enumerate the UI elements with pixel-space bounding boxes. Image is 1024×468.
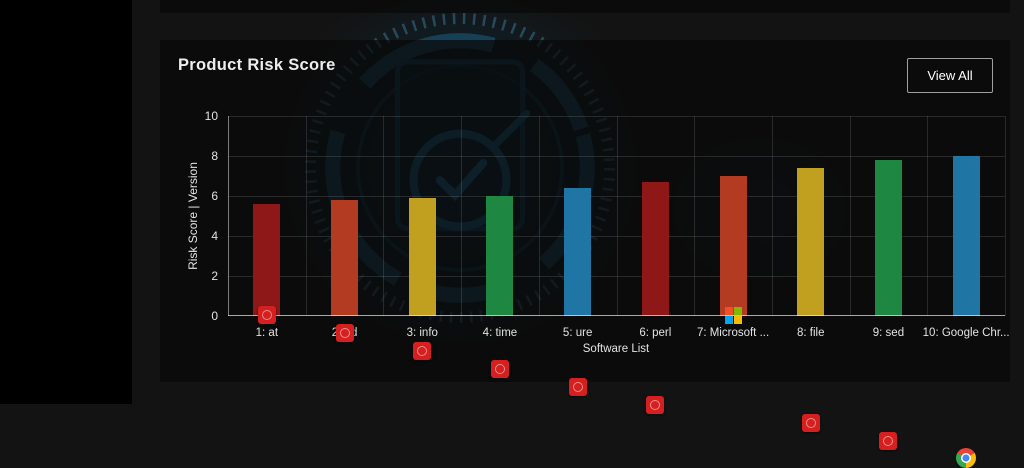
x-gridline [539,116,540,316]
risk-score-chart: Risk Score | Version Software List 0 2 4 6 8… [160,40,1010,468]
x-gridline [617,116,618,316]
x-gridline [1005,116,1006,316]
risk-bar[interactable] [874,160,902,316]
y-axis-line [228,116,229,316]
plot-area [228,116,1006,316]
risk-bar[interactable] [331,200,359,316]
x-gridline [694,116,695,316]
generic-software-icon [257,306,276,324]
y-gridline [228,156,1005,157]
x-gridline [772,116,773,316]
generic-software-icon [490,360,509,378]
x-tick-label: 1: at [255,327,279,339]
x-gridline [306,116,307,316]
x-axis-title: Software List [582,343,650,355]
generic-software-icon [801,414,820,432]
y-tick-label: 0 [211,309,218,323]
x-tick-label: 5: ure [562,327,593,339]
x-tick-label: 4: time [482,327,518,339]
generic-software-icon [879,432,898,450]
x-gridline [461,116,462,316]
y-gridline [228,196,1005,197]
y-tick-label: 8 [211,149,218,163]
risk-bar[interactable] [564,188,592,316]
y-tick-label: 6 [211,189,218,203]
previous-card-bottom [160,0,1010,13]
generic-software-icon [568,378,587,396]
x-gridline [927,116,928,316]
microsoft-logo-icon [724,307,742,324]
x-tick-label: 3: info [406,327,438,339]
x-tick-label: 6: perl [639,327,672,339]
x-tick-label: 8: file [797,327,825,339]
x-axis-line [228,315,1005,316]
x-tick-label: 10: Google Chr... [922,327,1010,339]
risk-bar[interactable] [952,156,980,316]
y-gridline [228,236,1005,237]
y-tick-label: 10 [204,109,218,123]
x-gridline [228,116,229,316]
x-tick-label: 7: Microsoft ... [696,327,770,339]
x-gridline [850,116,851,316]
y-tick-label: 2 [211,269,218,283]
y-gridline [228,276,1005,277]
product-risk-score-card: Product Risk Score View All Risk Score |… [160,40,1010,468]
x-gridline [383,116,384,316]
generic-software-icon [413,342,432,360]
x-tick-label: 9: sed [872,327,905,339]
risk-bar[interactable] [253,204,281,316]
y-axis-title: Risk Score | Version [186,162,200,270]
risk-bar[interactable] [719,176,747,316]
risk-bar[interactable] [408,198,436,316]
risk-bar[interactable] [797,168,825,316]
risk-bar[interactable] [486,196,514,316]
y-tick-label: 4 [211,229,218,243]
risk-bar[interactable] [641,182,669,316]
card-title: Product Risk Score [178,56,336,74]
sidebar [0,0,132,404]
generic-software-icon [335,324,354,342]
generic-software-icon [646,396,665,414]
view-all-button[interactable]: View All [907,58,993,93]
y-gridline [228,116,1005,117]
chrome-logo-icon [956,448,977,468]
